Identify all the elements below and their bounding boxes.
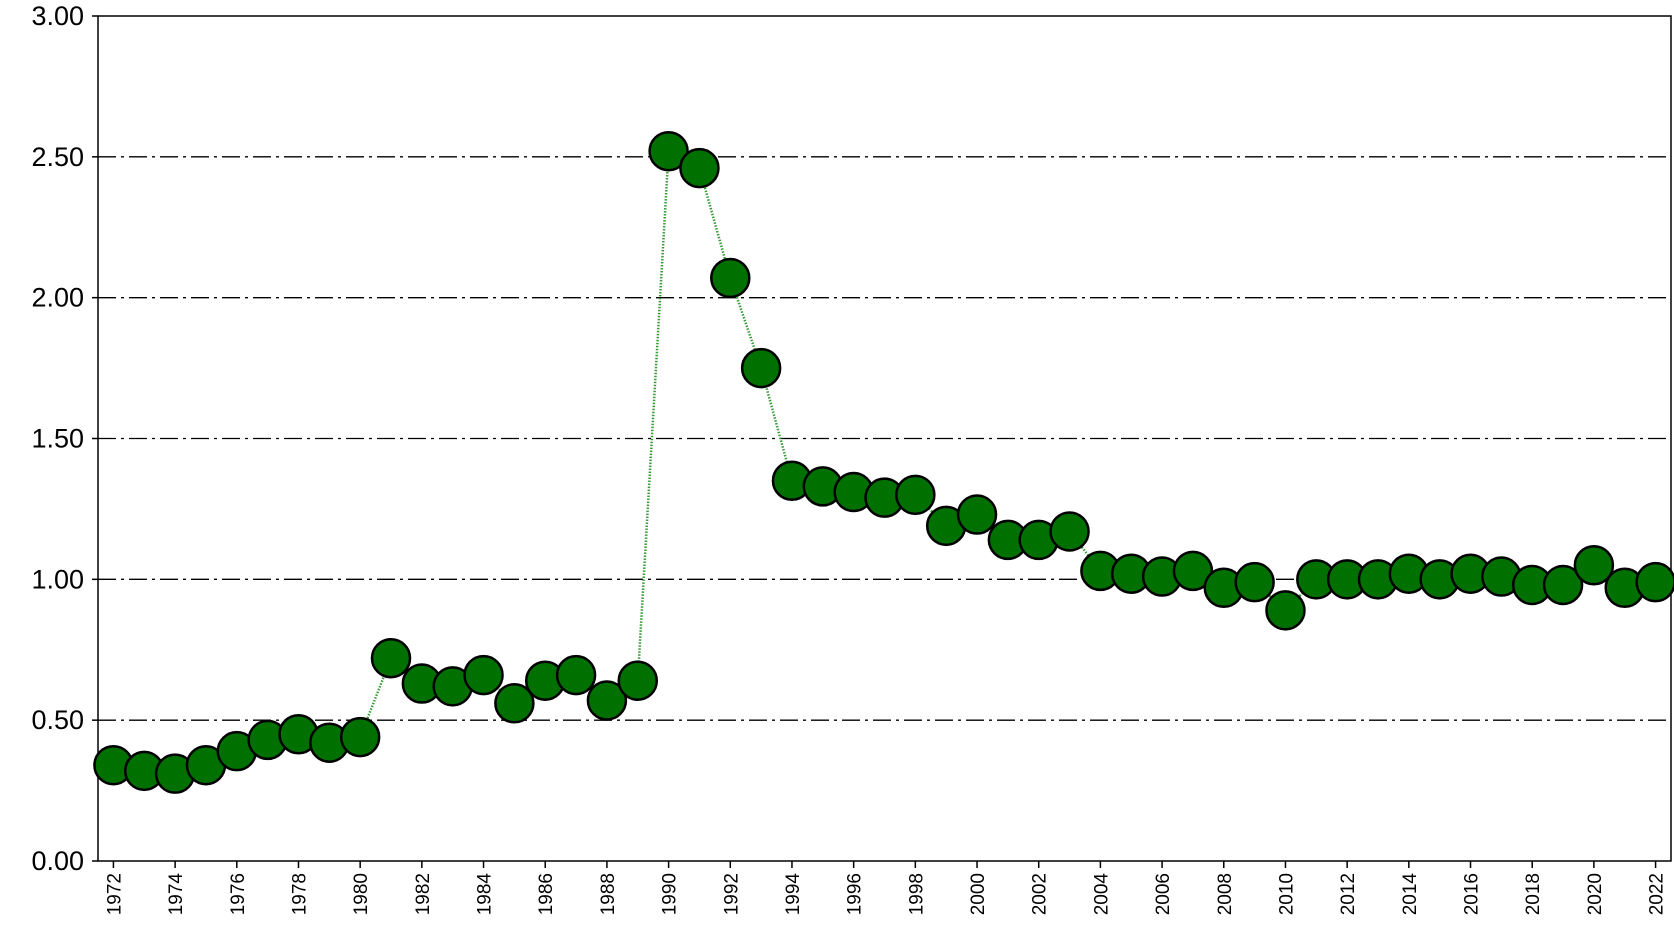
x-tick-label: 2004 [1091, 873, 1112, 916]
x-tick-label: 2006 [1153, 873, 1174, 915]
data-point [555, 654, 597, 696]
y-tick-label: 3.00 [31, 1, 84, 31]
x-tick-label: 1978 [289, 873, 310, 915]
data-point [1265, 590, 1306, 631]
x-tick-label: 1984 [475, 873, 496, 916]
data-point [710, 257, 751, 299]
data-point [586, 680, 628, 721]
x-tick-label: 1988 [598, 873, 619, 915]
x-tick-label: 1992 [721, 873, 742, 915]
data-point [370, 637, 412, 679]
data-point [1049, 511, 1090, 552]
y-tick-label: 1.50 [31, 424, 84, 454]
data-point [895, 474, 936, 516]
x-tick-label: 2018 [1523, 873, 1544, 915]
x-tick-label: 1974 [166, 873, 187, 916]
y-tick-label: 2.50 [31, 142, 84, 172]
data-point [648, 130, 689, 172]
data-point [617, 660, 659, 701]
x-tick-label: 2010 [1276, 873, 1297, 915]
x-tick-label: 2012 [1338, 873, 1359, 915]
x-tick-label: 1972 [104, 873, 125, 915]
x-tick-label: 1998 [906, 873, 927, 915]
data-point [1635, 561, 1674, 603]
data-point [1573, 545, 1615, 586]
x-tick-label: 1982 [413, 873, 434, 915]
data-point [740, 347, 782, 389]
x-tick-label: 1990 [660, 873, 681, 915]
x-tick-label: 2022 [1647, 873, 1668, 915]
data-point [679, 147, 720, 189]
x-tick-label: 2014 [1400, 873, 1421, 916]
data-point [956, 494, 998, 535]
x-tick-label: 1986 [536, 873, 557, 915]
x-tick-label: 2000 [968, 873, 989, 915]
series-line [113, 149, 1656, 775]
x-tick-label: 2002 [1030, 873, 1051, 915]
data-point [1234, 561, 1275, 603]
data-point [1172, 550, 1214, 592]
x-tick-label: 2008 [1215, 873, 1236, 915]
x-tick-label: 1996 [845, 873, 866, 915]
x-tick-label: 1976 [228, 873, 249, 915]
data-point [339, 716, 381, 758]
x-tick-label: 1980 [351, 873, 372, 915]
y-tick-label: 2.00 [31, 283, 84, 313]
y-tick-label: 1.00 [31, 564, 84, 594]
data-point [1542, 564, 1584, 606]
data-point [463, 654, 504, 696]
y-tick-label: 0.00 [31, 846, 84, 876]
x-tick-label: 2020 [1585, 873, 1606, 915]
x-tick-label: 2016 [1462, 873, 1483, 915]
x-tick-label: 1994 [783, 873, 804, 916]
y-tick-label: 0.50 [31, 705, 84, 735]
data-point [494, 683, 535, 724]
